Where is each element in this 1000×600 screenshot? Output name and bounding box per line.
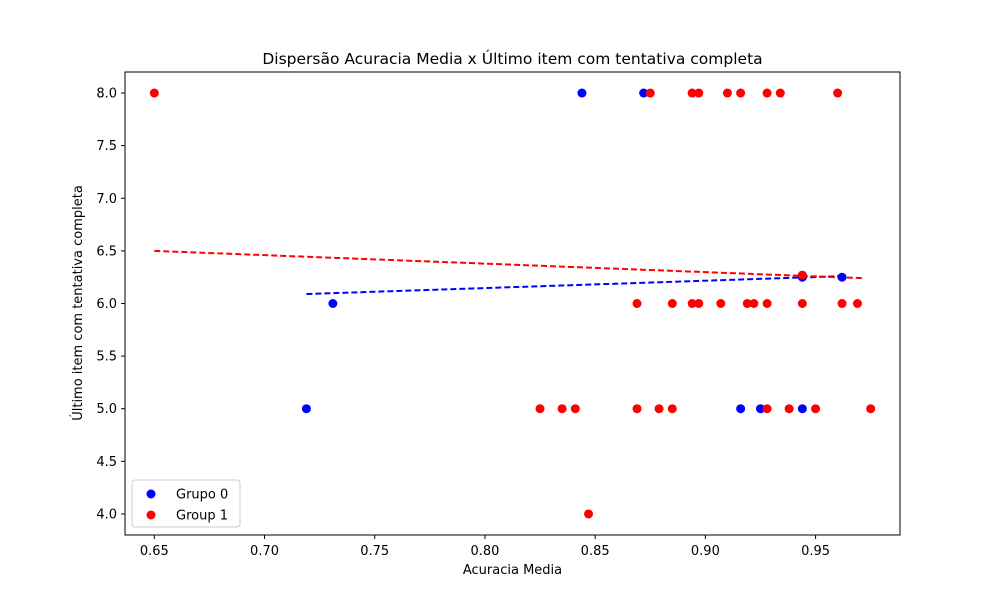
data-point-series-1 [687, 88, 697, 98]
x-tick-label: 0.95 [801, 544, 830, 559]
y-tick-label: 7.0 [96, 192, 117, 207]
data-point-series-1 [736, 88, 746, 98]
data-point-series-1 [149, 88, 159, 98]
legend-marker-series-0 [146, 489, 156, 499]
trend-line-series-0 [306, 275, 843, 296]
data-point-series-0 [328, 299, 338, 308]
data-point-series-1 [833, 88, 843, 98]
data-point-series-1 [775, 88, 785, 98]
y-tick-label: 4.0 [96, 507, 117, 522]
data-point-series-1 [762, 404, 772, 414]
data-point-series-0 [736, 404, 746, 414]
x-axis-label: Acuracia Media [463, 563, 562, 578]
data-point-series-1 [632, 299, 642, 308]
data-point-series-1 [694, 299, 704, 308]
data-point-series-1 [742, 299, 752, 308]
x-tick-label: 0.90 [691, 544, 720, 559]
data-point-series-1 [632, 404, 642, 414]
x-tick-label: 0.70 [250, 544, 279, 559]
data-point-series-1 [535, 404, 545, 414]
data-point-series-1 [687, 299, 697, 308]
data-point-series-1 [667, 299, 677, 308]
data-point-series-1 [866, 404, 876, 414]
data-point-series-1 [645, 88, 655, 98]
data-point-series-0 [837, 272, 847, 282]
data-point-series-0 [755, 404, 765, 414]
data-point-series-1 [797, 270, 807, 280]
y-tick-label: 8.0 [96, 87, 117, 102]
y-tick-label: 5.5 [96, 350, 117, 365]
legend-marker-series-1 [146, 510, 156, 520]
plot-area [149, 88, 876, 519]
x-tick-label: 0.85 [581, 544, 610, 559]
data-point-series-1 [797, 299, 807, 308]
data-point-series-1 [784, 404, 794, 414]
x-tick-label: 0.75 [360, 544, 389, 559]
data-point-series-1 [837, 299, 847, 308]
data-point-series-1 [654, 404, 664, 414]
data-point-series-1 [694, 88, 704, 98]
data-point-series-1 [749, 299, 759, 308]
data-point-series-0 [639, 88, 649, 98]
data-point-series-1 [716, 299, 726, 308]
data-point-series-1 [570, 404, 580, 414]
data-point-series-0 [577, 88, 587, 98]
y-tick-label: 6.0 [96, 297, 117, 312]
y-tick-label: 4.5 [96, 455, 117, 470]
legend-label-series-1: Group 1 [176, 509, 228, 524]
trend-line-series-1 [154, 249, 865, 280]
y-axis-label: Último item com tentativa completa [70, 185, 86, 421]
x-tick-label: 0.80 [470, 544, 499, 559]
data-point-series-1 [762, 299, 772, 308]
x-tick-label: 0.65 [140, 544, 169, 559]
data-point-series-1 [722, 88, 732, 98]
data-point-series-1 [584, 509, 594, 519]
legend-box [131, 479, 241, 528]
data-point-series-1 [852, 299, 862, 308]
data-point-series-0 [301, 404, 311, 414]
y-tick-label: 5.0 [96, 402, 117, 417]
data-point-series-1 [762, 88, 772, 98]
legend-label-series-0: Grupo 0 [176, 488, 228, 503]
data-point-series-1 [811, 404, 821, 414]
chart-title: Dispersão Acuracia Media x Último item c… [262, 49, 762, 68]
y-tick-label: 6.5 [96, 244, 117, 259]
axes: 0.65 0.70 0.75 0.80 0.85 0.90 0.95 4.0 4.5 5.0 5.5… [96, 71, 901, 559]
y-tick-label: 7.5 [96, 139, 117, 154]
data-point-series-0 [797, 404, 807, 414]
data-point-series-1 [557, 404, 567, 414]
legend: Grupo 0 Group 1 [131, 479, 241, 528]
data-point-series-1 [667, 404, 677, 414]
